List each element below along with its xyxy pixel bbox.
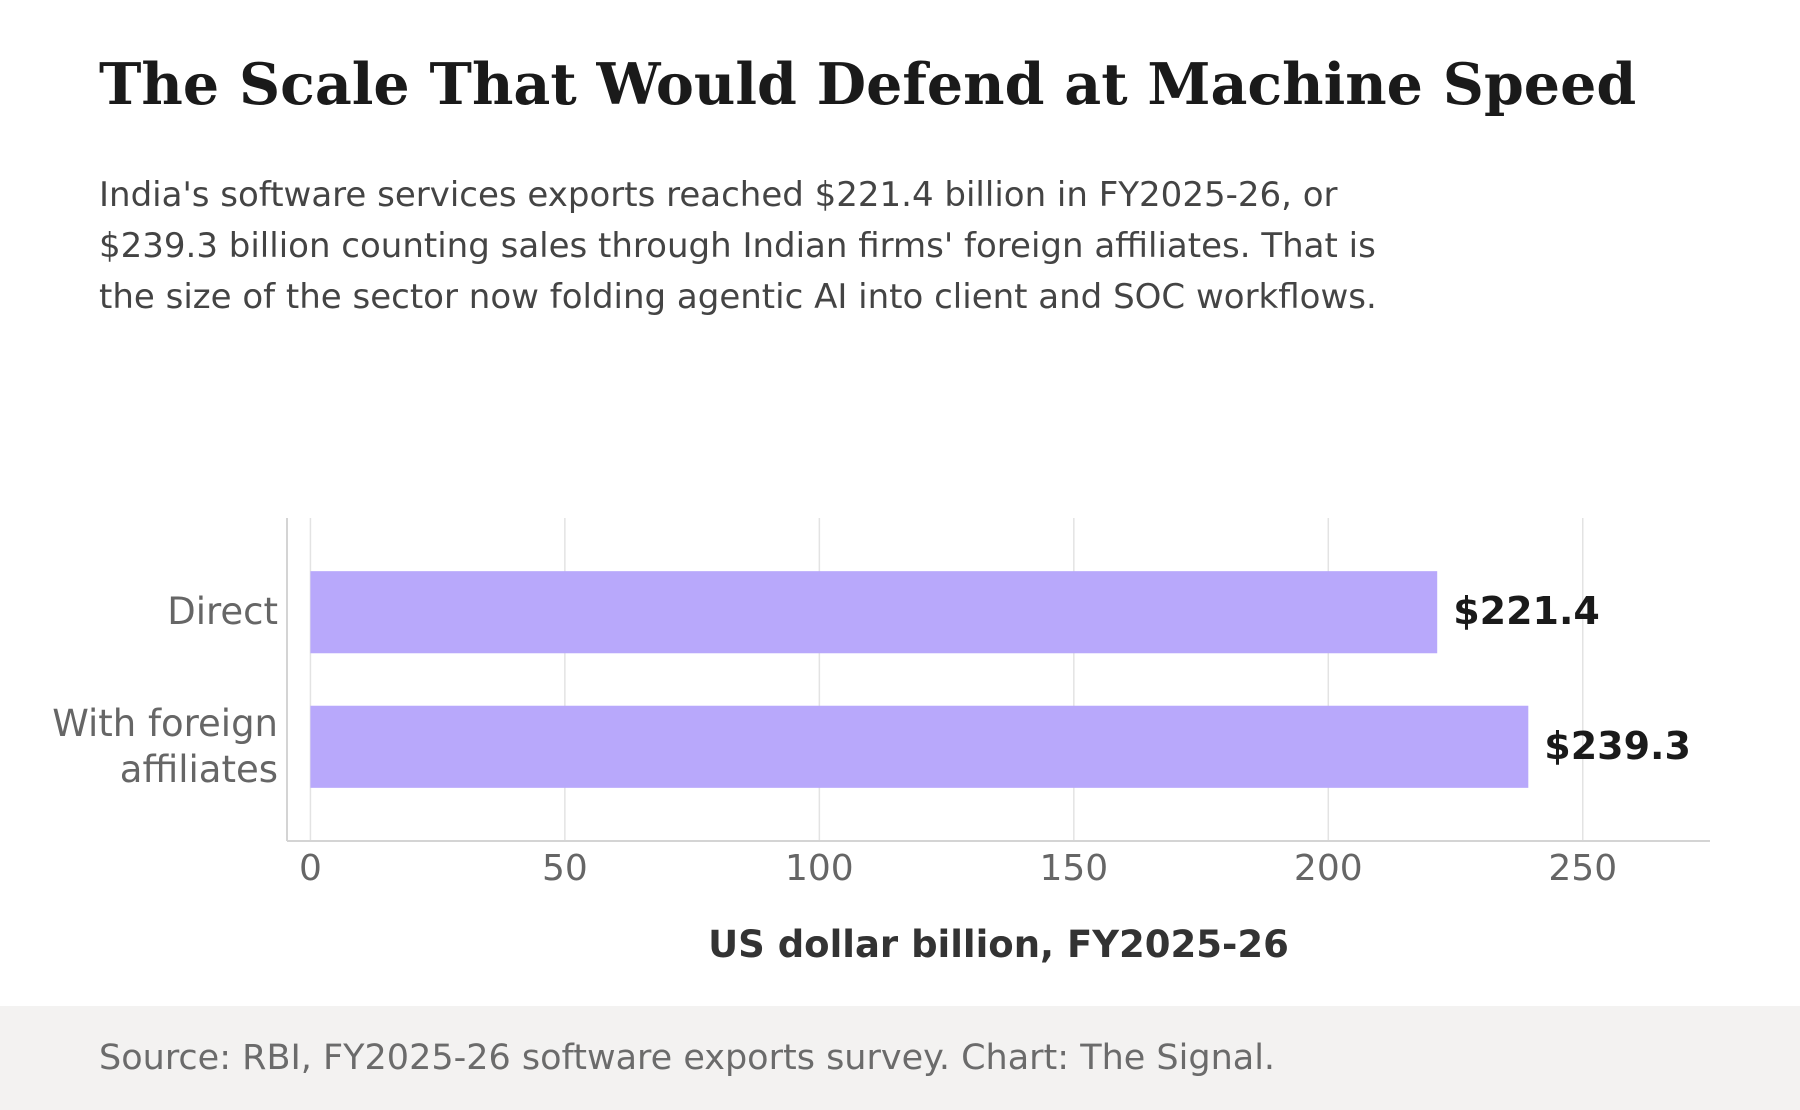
- chart-title: The Scale That Would Defend at Machine S…: [99, 51, 1637, 118]
- category-label-2-line-1: With foreign: [52, 702, 278, 745]
- x-tick-label-50: 50: [542, 848, 588, 889]
- bar-2: [310, 705, 1529, 788]
- x-tick-label-0: 0: [299, 848, 322, 889]
- chart-subtitle: India's software services exports reache…: [99, 175, 1377, 317]
- x-tick-label-100: 100: [785, 848, 854, 889]
- bar-1: [310, 571, 1438, 654]
- category-label-1-line-1: Direct: [167, 590, 278, 633]
- x-tick-label-200: 200: [1294, 848, 1363, 889]
- source-note: Source: RBI, FY2025-26 software exports …: [99, 1038, 1276, 1078]
- footer: Source: RBI, FY2025-26 software exports …: [0, 1006, 1800, 1110]
- bar-chart: $221.4 Direct $239.3 With foreignaffiliates…: [52, 518, 1710, 966]
- x-axis-label: US dollar billion, FY2025-26: [708, 923, 1289, 966]
- x-tick-label-150: 150: [1039, 848, 1108, 889]
- category-label-2-line-2: affiliates: [120, 748, 278, 791]
- value-label-1: $221.4: [1453, 589, 1600, 633]
- value-label-2: $239.3: [1544, 724, 1691, 768]
- x-tick-label-250: 250: [1548, 848, 1617, 889]
